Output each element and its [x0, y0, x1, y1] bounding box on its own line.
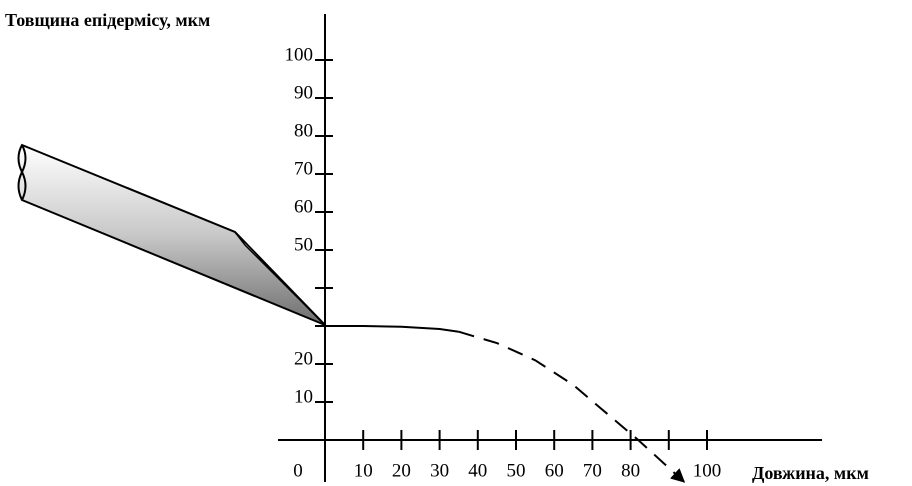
y-tick-label: 100: [285, 44, 314, 65]
x-tick-label: 40: [468, 460, 487, 481]
y-tick-label: 10: [294, 386, 313, 407]
trajectory-line: [458, 330, 686, 483]
trajectory-line: [325, 325, 459, 333]
x-tick-label: 80: [621, 460, 640, 481]
x-tick-label: 50: [507, 460, 526, 481]
x-tick-label: 60: [545, 460, 564, 481]
y-axis-label: Товщина епідермісу, мкм: [5, 10, 210, 30]
x-axis-label: Довжина, мкм: [752, 463, 869, 483]
y-tick-label: 60: [294, 196, 313, 217]
x-tick-label: 20: [392, 460, 411, 481]
x-tick-label: 30: [430, 460, 449, 481]
x-tick-label: 10: [354, 460, 373, 481]
x-tick-label: 70: [583, 460, 602, 481]
y-tick-label: 90: [294, 82, 313, 103]
y-tick-label: 70: [294, 158, 313, 179]
y-tick-label: 80: [294, 120, 313, 141]
x-tick-label: 0: [293, 460, 303, 481]
y-tick-label: 20: [294, 348, 313, 369]
y-tick-label: 50: [294, 234, 313, 255]
needle: [17, 143, 326, 326]
x-tick-label: 100: [693, 460, 722, 481]
